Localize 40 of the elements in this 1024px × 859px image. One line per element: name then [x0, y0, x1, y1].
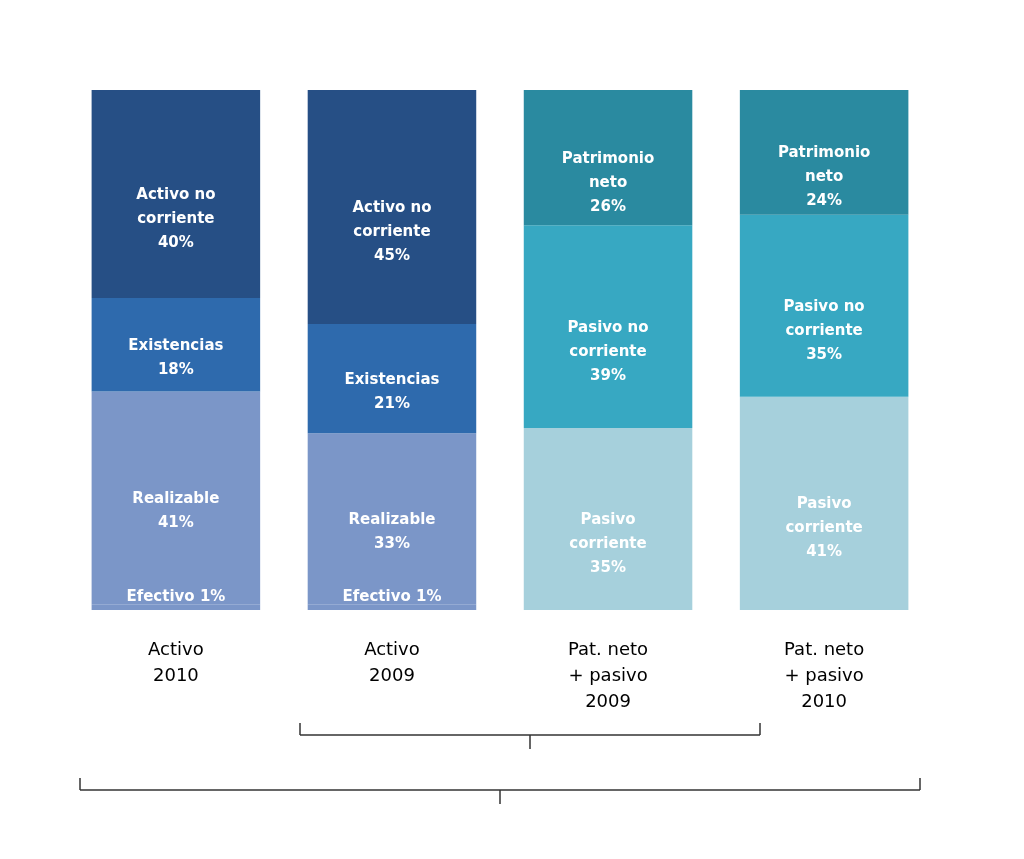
- text: Pasivo corriente: [785, 494, 863, 537]
- x-tick-label: Activo 2009: [364, 637, 420, 685]
- x-tick-label: Pat. neto + pasivo 2010: [784, 637, 865, 711]
- text: Efectivo 1%: [342, 587, 442, 605]
- data-label: 40%: [157, 233, 194, 251]
- text: Existencias: [344, 369, 440, 388]
- bar: [739, 396, 909, 610]
- x-tick-label: Activo 2010: [148, 637, 204, 685]
- data-label: 41%: [157, 513, 194, 532]
- data-label: 24%: [806, 191, 843, 210]
- data-label: 21%: [374, 393, 410, 412]
- series-label: Realizable: [132, 489, 220, 508]
- text: Pasivo no corriente: [783, 296, 865, 339]
- text: Activo no corriente: [352, 198, 432, 240]
- data-label: 45%: [374, 246, 410, 264]
- bar: [739, 214, 909, 397]
- series-label: Patrimonio neto: [777, 143, 871, 186]
- bar: [523, 225, 693, 428]
- data-label: 26%: [590, 196, 626, 215]
- bar: [307, 90, 477, 324]
- data-label: 35%: [806, 344, 843, 363]
- bar: [91, 298, 261, 392]
- x-tick-label: Pat. neto + pasivo 2009: [567, 637, 649, 711]
- series-label: Existencias: [128, 335, 224, 354]
- bar: [307, 324, 477, 434]
- bar: [739, 90, 909, 215]
- data-label: 39%: [590, 365, 626, 384]
- data-label: 35%: [590, 558, 626, 576]
- data-label: 41%: [806, 542, 843, 561]
- text: Efectivo 1%: [126, 587, 226, 605]
- data-label: 33%: [374, 534, 410, 552]
- bar: [523, 428, 693, 610]
- data-label: 18%: [157, 359, 194, 378]
- series-label: Activo no corriente: [136, 185, 216, 227]
- bar: [91, 90, 261, 298]
- series-label: Pasivo corriente: [569, 510, 647, 552]
- series-label: Pasivo no corriente: [567, 317, 649, 360]
- bar: [523, 90, 693, 226]
- text: Patrimonio neto: [561, 148, 655, 191]
- text: Realizable: [348, 510, 436, 528]
